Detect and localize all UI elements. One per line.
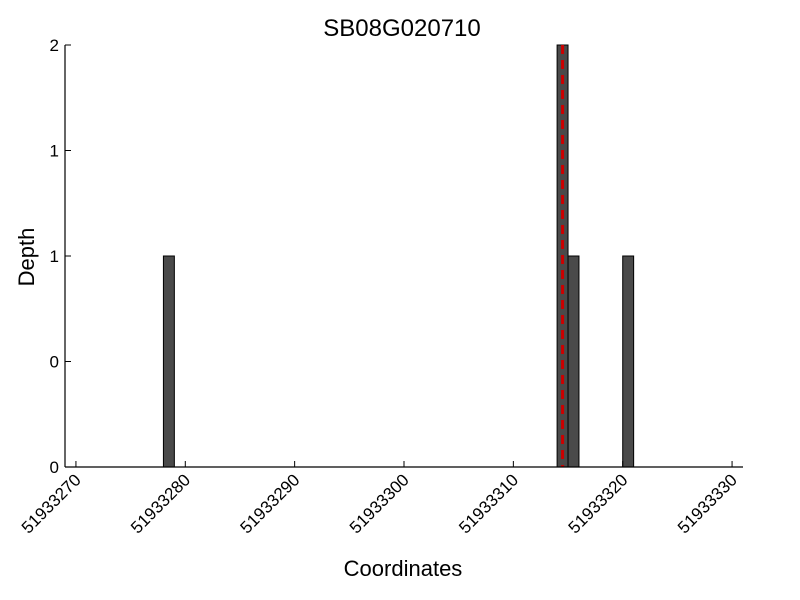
chart-title: SB08G020710 xyxy=(323,15,480,42)
x-tick-label: 51933290 xyxy=(237,470,304,537)
bar-51933278 xyxy=(162,255,175,468)
bar-51933320 xyxy=(622,255,635,468)
y-tick-label: 2 xyxy=(50,36,59,55)
x-tick-label: 51933300 xyxy=(346,470,413,537)
x-tick-label: 51933280 xyxy=(127,470,194,537)
x-tick-label: 51933320 xyxy=(565,470,632,537)
x-axis-label: Coordinates xyxy=(344,556,463,581)
y-axis-label: Depth xyxy=(14,228,39,287)
plot-area: 0 0 1 1 2 51933270 51933280 51933290 51933300 519… xyxy=(18,36,743,537)
y-tick-label: 0 xyxy=(50,353,59,372)
x-tick-label: 51933270 xyxy=(18,470,85,537)
y-tick-label: 1 xyxy=(50,142,59,161)
x-tick-label: 51933330 xyxy=(674,470,741,537)
y-tick-label: 1 xyxy=(50,247,59,266)
x-tick-label: 51933310 xyxy=(455,470,522,537)
y-tick-label: 0 xyxy=(50,458,59,477)
bar-51933315 xyxy=(567,255,580,468)
